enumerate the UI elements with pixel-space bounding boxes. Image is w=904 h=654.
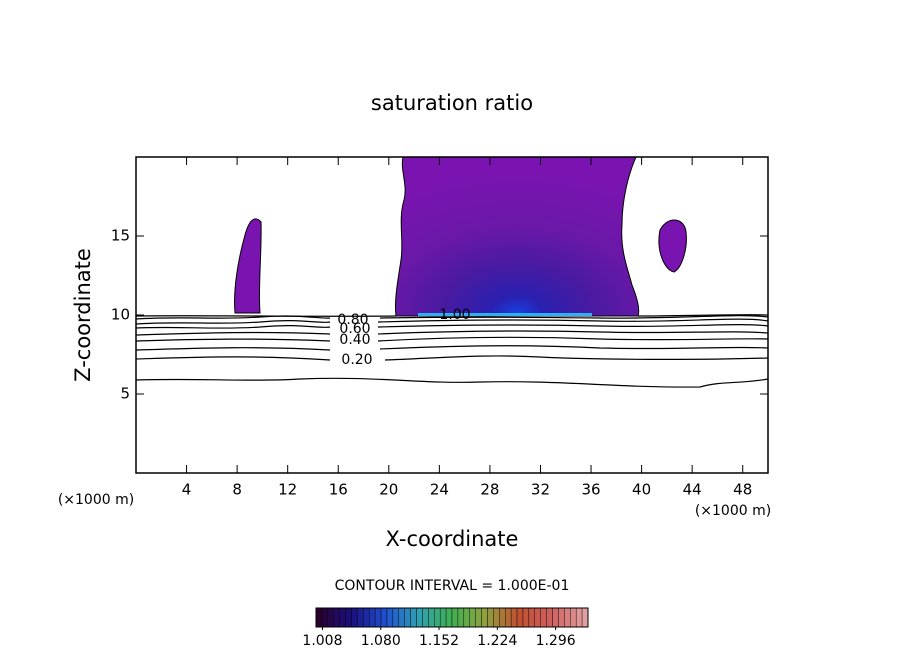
colorbar-stripe xyxy=(505,607,512,628)
colorbar-stripe xyxy=(363,607,370,628)
contour-label: 0.20 xyxy=(341,352,372,368)
colorbar-stripe xyxy=(327,607,334,628)
x-tick-label: 4 xyxy=(182,481,192,499)
x-tick-label: 16 xyxy=(329,481,348,499)
contour-line xyxy=(135,318,769,325)
x-tick-label: 36 xyxy=(581,481,600,499)
colorbar-stripe xyxy=(499,607,506,628)
x-tick-label: 8 xyxy=(232,481,242,499)
contour-label: 0.40 xyxy=(339,332,370,348)
x-tick-label: 40 xyxy=(632,481,651,499)
colorbar-stripe xyxy=(345,607,352,628)
y-tick-label: 10 xyxy=(111,306,130,324)
colorbar-stripe xyxy=(357,607,364,628)
colorbar-stripe xyxy=(487,607,494,628)
colorbar-stripe xyxy=(510,607,518,628)
colorbar-label: 1.008 xyxy=(302,633,342,649)
colorbar-stripe xyxy=(581,607,589,628)
colorbar-stripe xyxy=(351,607,358,628)
colorbar-stripe xyxy=(540,607,547,628)
colorbar-stripe xyxy=(457,607,465,628)
supersaturated-region xyxy=(234,218,262,314)
x-tick-label: 12 xyxy=(278,481,297,499)
colorbar-stripe xyxy=(528,607,535,628)
colorbar-stripe xyxy=(321,607,329,628)
colorbar-label: 1.152 xyxy=(419,633,459,649)
y-tick-label: 15 xyxy=(111,227,130,245)
colorbar-stripe xyxy=(380,607,388,628)
colorbar-stripe xyxy=(575,607,583,628)
chart-title: saturation ratio xyxy=(371,91,533,115)
colorbar-stripe xyxy=(422,607,429,628)
colorbar-stripe xyxy=(404,607,411,628)
colorbar-stripe xyxy=(493,607,500,628)
x-axis-title: X-coordinate xyxy=(386,527,519,551)
contour-line xyxy=(135,355,769,361)
colorbar-stripe xyxy=(516,607,524,628)
contour-line xyxy=(135,324,769,329)
supersaturated-region xyxy=(395,156,640,317)
colorbar-label: 1.080 xyxy=(361,633,401,649)
colorbar-stripe xyxy=(558,607,565,628)
colorbar-stripe xyxy=(481,607,488,628)
colorbar-stripe xyxy=(315,607,323,628)
contour-label: 1.00 xyxy=(439,307,470,323)
colorbar-stripe xyxy=(428,607,435,628)
colorbar-stripe xyxy=(434,607,441,628)
colorbar-stripe xyxy=(546,607,553,628)
colorbar-stripe xyxy=(369,607,376,628)
contour-line xyxy=(135,315,769,320)
colorbar-stripe xyxy=(386,607,394,628)
colorbar-stripe xyxy=(392,607,399,628)
contour-label: 0.60 xyxy=(339,321,370,337)
colorbar-stripe xyxy=(570,607,577,628)
contour-line xyxy=(135,330,769,336)
colorbar-stripe xyxy=(564,607,571,628)
colorbar-stripe xyxy=(522,607,530,628)
supersaturated-region xyxy=(658,219,687,273)
colorbar-stripe xyxy=(469,607,476,628)
colorbar-stripe xyxy=(552,607,559,628)
colorbar-label: 1.224 xyxy=(477,633,517,649)
contour-line xyxy=(135,336,769,342)
contour-line xyxy=(135,314,769,317)
colorbar-frame xyxy=(315,607,589,628)
x-tick-label: 44 xyxy=(683,481,702,499)
colorbar-stripe xyxy=(475,607,482,628)
colorbar-stripe xyxy=(445,607,453,628)
colorbar-label: 1.296 xyxy=(536,633,576,649)
x-tick-label: 20 xyxy=(379,481,398,499)
colorbar-stripe xyxy=(374,607,382,628)
colorbar-stripe xyxy=(463,607,470,628)
colorbar-stripe xyxy=(410,607,417,628)
x-unit: (×1000 m) xyxy=(695,503,771,519)
x-tick-label: 32 xyxy=(531,481,550,499)
supersaturated-core xyxy=(418,313,592,316)
contour-line xyxy=(135,345,769,351)
x-tick-label: 28 xyxy=(480,481,499,499)
colorbar-stripe xyxy=(451,607,459,628)
contour-label: 0.80 xyxy=(337,312,368,328)
colorbar-stripe xyxy=(439,607,447,628)
colorbar-stripe xyxy=(416,607,423,628)
contour-lines xyxy=(135,314,769,388)
y-axis-title: Z-coordinate xyxy=(71,248,95,382)
filled-regions xyxy=(234,156,687,317)
colorbar-stripe xyxy=(339,607,346,628)
colorbar-stripe xyxy=(534,607,541,628)
contour-line xyxy=(135,377,769,388)
x-unit: (×1000 m) xyxy=(58,492,134,508)
x-tick-label: 24 xyxy=(430,481,449,499)
colorbar-stripe xyxy=(398,607,405,628)
colorbar-stripe xyxy=(333,607,340,628)
y-tick-label: 5 xyxy=(120,385,130,403)
x-tick-label: 48 xyxy=(733,481,752,499)
contour-interval: CONTOUR INTERVAL = 1.000E-01 xyxy=(335,578,570,594)
